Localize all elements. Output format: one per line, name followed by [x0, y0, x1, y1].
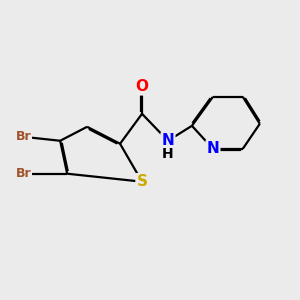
Text: S: S: [136, 174, 148, 189]
Text: Br: Br: [15, 167, 31, 180]
Text: H: H: [162, 147, 174, 161]
Text: N: N: [162, 133, 174, 148]
Text: N: N: [206, 141, 219, 156]
Text: O: O: [136, 80, 148, 94]
Text: Br: Br: [15, 130, 31, 143]
